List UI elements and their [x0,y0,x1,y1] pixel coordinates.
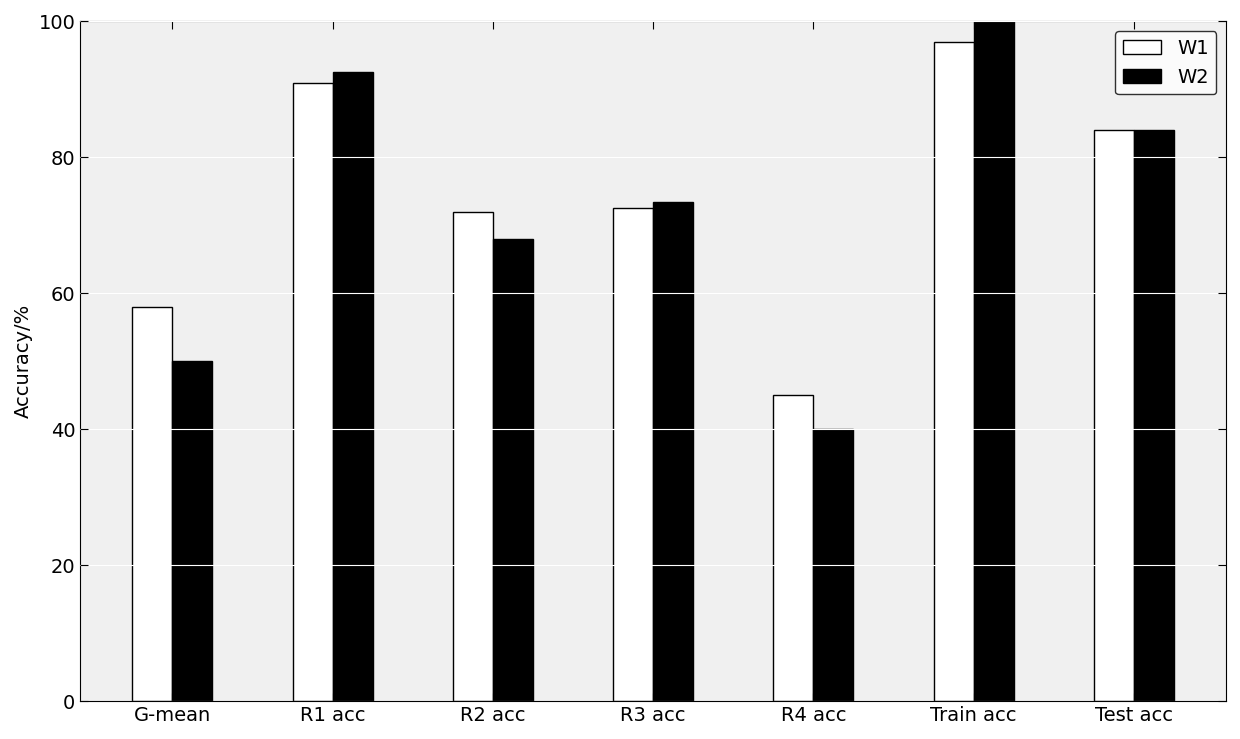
Bar [172,361,212,701]
Bar [934,42,973,701]
Bar [973,21,1014,701]
Bar [813,429,853,701]
Y-axis label: Accuracy/%: Accuracy/% [14,304,33,418]
Bar [293,83,332,701]
Bar [1133,130,1174,701]
Bar [453,212,492,701]
Bar [774,395,813,701]
Bar [653,202,693,701]
Bar [492,239,533,701]
Bar [613,208,653,701]
Legend: W1, W2: W1, W2 [1115,31,1216,95]
Bar [332,72,373,701]
Bar [133,307,172,701]
Bar [1094,130,1133,701]
